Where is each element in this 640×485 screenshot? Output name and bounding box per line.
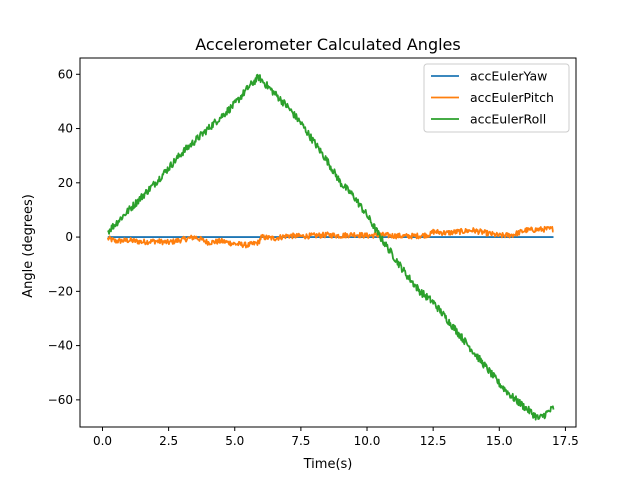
legend: accEulerYaw accEulerPitch accEulerRoll [423,63,570,133]
x-axis-label: Time(s) [303,457,353,472]
legend-box [423,63,570,133]
legend-label-accEulerYaw: accEulerYaw [470,69,547,84]
x-tick-label: 15.0 [486,434,513,448]
y-tick-label: 40 [58,122,73,136]
y-tick-label: 60 [58,67,73,81]
x-tick-label: 2.5 [159,434,178,448]
x-tick-label: 10.0 [354,434,381,448]
legend-label-accEulerPitch: accEulerPitch [470,90,554,105]
series-line-accEulerRoll [107,73,555,421]
chart-title: Accelerometer Calculated Angles [195,35,460,54]
x-axis: 0.0 2.5 5.0 7.5 10.0 12.5 15.0 17.5 [93,427,579,448]
x-tick-label: 7.5 [291,434,310,448]
x-tick-label: 12.5 [420,434,447,448]
x-tick-label: 5.0 [225,434,244,448]
x-tick-label: 17.5 [552,434,579,448]
legend-label-accEulerRoll: accEulerRoll [470,112,546,127]
x-tick-label: 0.0 [93,434,112,448]
y-axis-label: Angle (degrees) [21,194,36,298]
y-tick-label: −40 [48,339,73,353]
y-tick-label: 0 [65,230,73,244]
series-line-accEulerPitch [106,225,554,249]
plot-area [79,57,577,428]
y-tick-label: −60 [48,393,73,407]
axes-frame [79,57,577,428]
y-tick-label: 20 [58,176,73,190]
y-tick-label: −20 [48,284,73,298]
y-axis: −60 −40 −20 0 20 40 60 [48,67,80,407]
